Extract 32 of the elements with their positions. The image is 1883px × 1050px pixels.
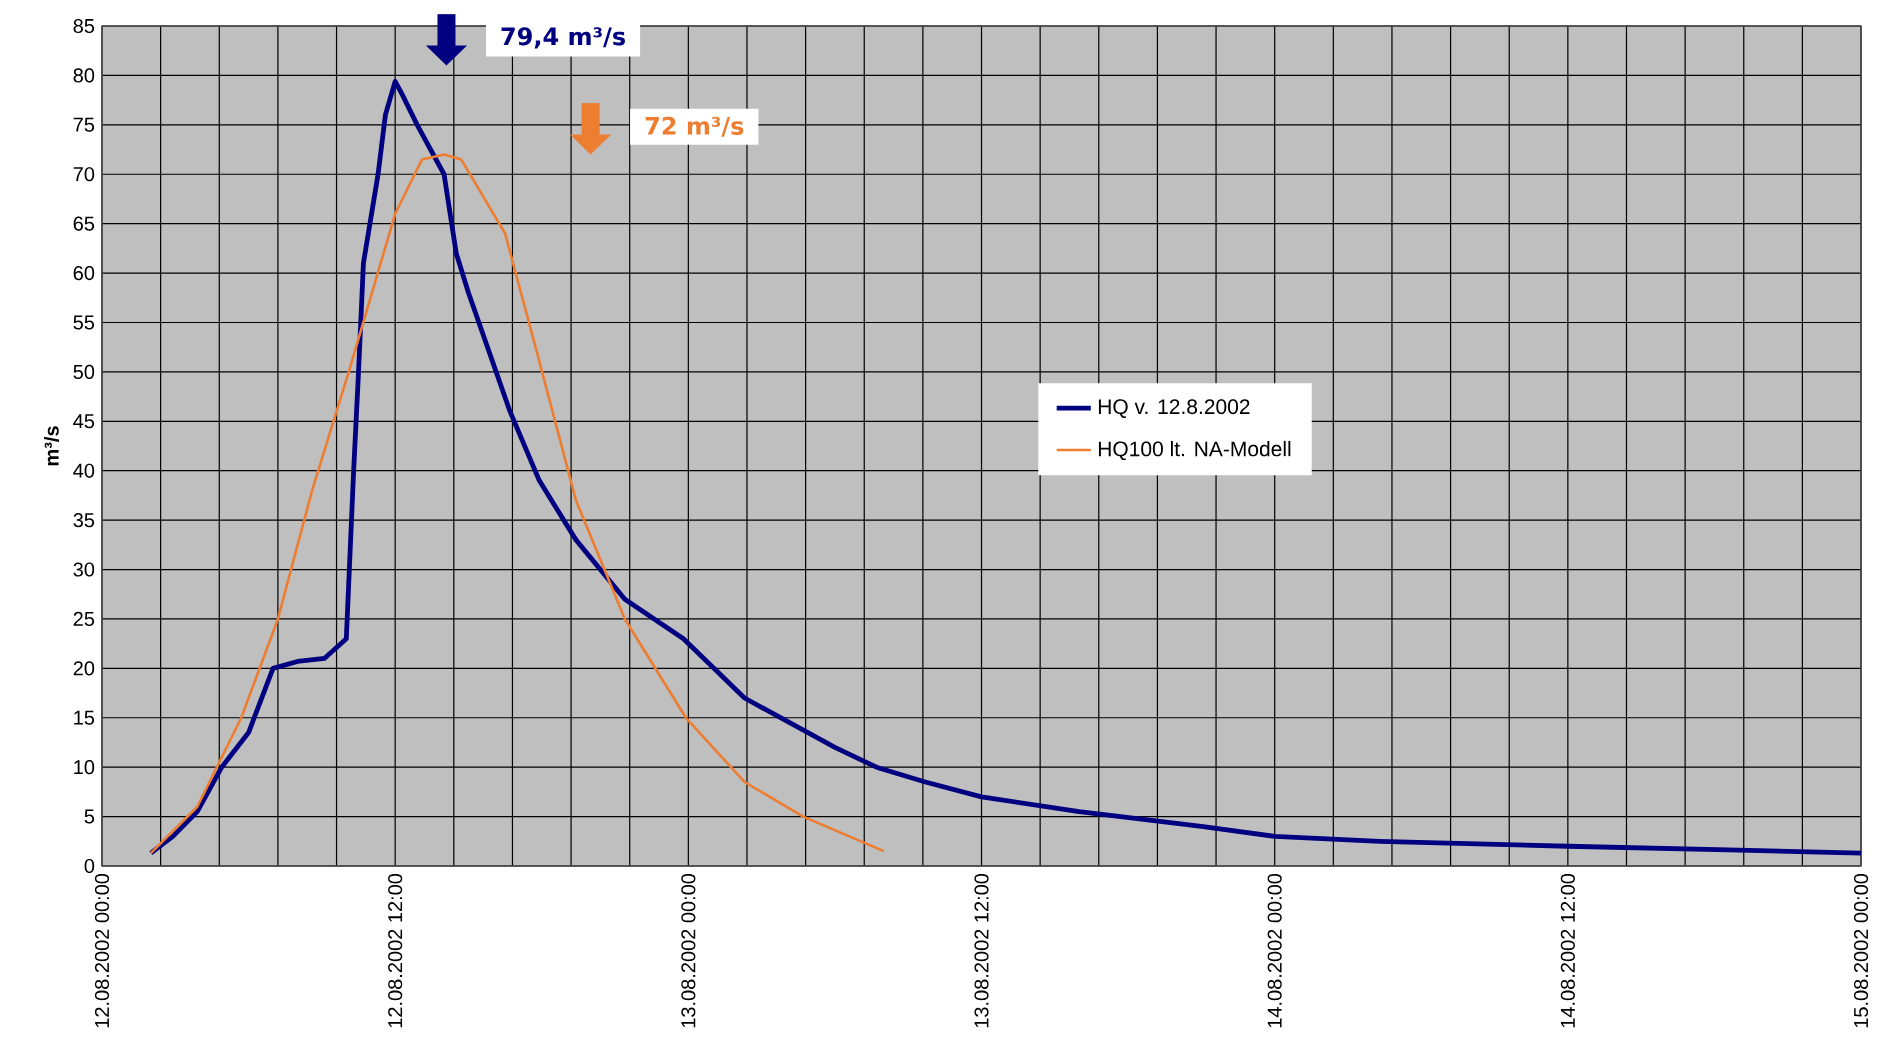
x-tick-label: 15.08.2002 00:00 [1853,873,1869,1028]
y-tick-label: 35 [73,513,95,528]
x-tick-label: 14.08.2002 12:00 [1560,873,1575,1028]
y-tick-label: 45 [73,414,95,429]
y-tick-label: 25 [73,611,95,627]
y-tick-label: 0 [84,858,95,874]
x-tick-label: 13.08.2002 12:00 [974,873,989,1028]
x-tick-label: 12.08.2002 12:00 [388,873,403,1028]
y-tick-label: 50 [73,364,95,379]
line-series [148,78,1864,856]
x-tick-label: 14.08.2002 00:00 [1267,873,1282,1028]
y-tick-label: 70 [73,167,95,182]
annotation: 79,4 m³/s [501,27,625,49]
x-tick-label: 12.08.2002 00:00 [94,873,110,1028]
y-axis-title: m³/s [44,426,59,466]
y-tick-label: 80 [73,68,95,83]
y-tick-label: 10 [74,760,95,775]
y-tick-label: 5 [84,809,95,824]
y-tick-label: 40 [73,463,95,478]
y-tick-label: 75 [73,117,95,132]
annotation: 72 m³/s [645,116,744,137]
y-tick-label: 60 [73,265,95,281]
x-tick-label: 13.08.2002 00:00 [681,873,696,1028]
legend-label: HQ v. 12.8.2002 [1098,399,1250,418]
y-tick-label: 55 [73,315,95,330]
y-tick-label: 65 [73,216,95,231]
y-tick-label: 85 [73,18,95,34]
legend-label: HQ100 lt. NA-Modell [1098,440,1291,461]
y-tick-label: 20 [73,661,95,676]
y-tick-label: 15 [74,710,95,725]
line-series [149,153,886,855]
y-tick-label: 30 [73,562,95,577]
